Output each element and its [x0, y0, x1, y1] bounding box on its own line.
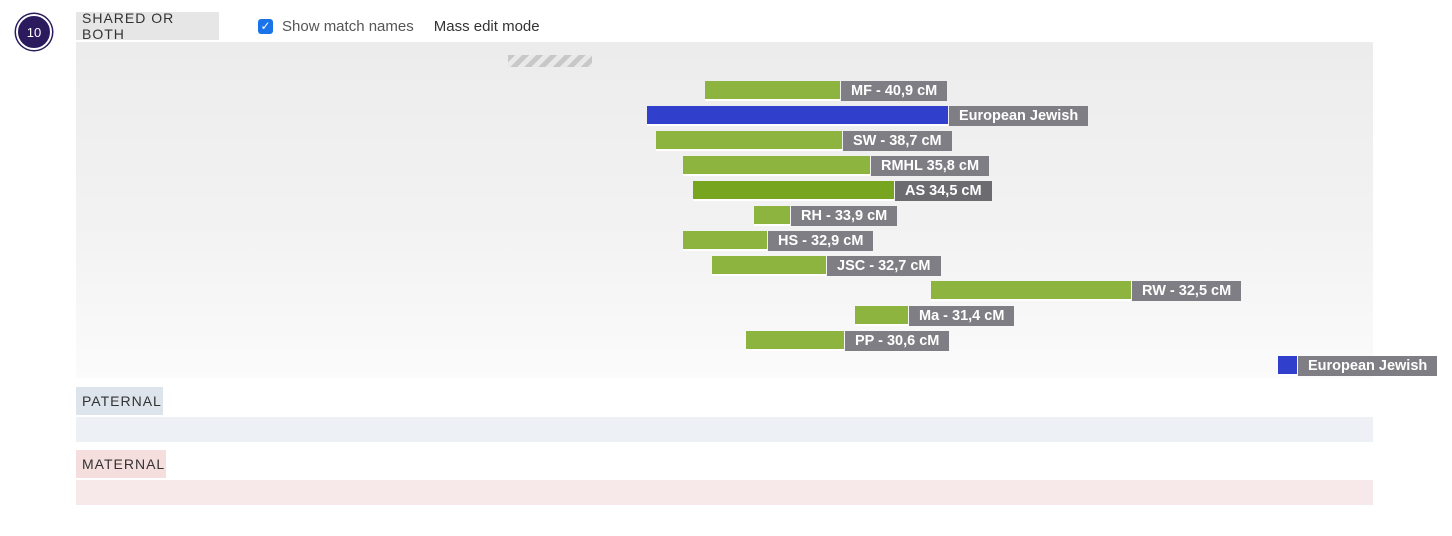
segment-bar-hs[interactable] — [683, 231, 767, 251]
segment-label-hs[interactable]: HS - 32,9 cM — [768, 231, 874, 251]
tab-shared-or-both[interactable]: SHARED OR BOTH — [76, 10, 219, 42]
segment-label-rh[interactable]: RH - 33,9 cM — [791, 206, 898, 226]
segment-bar-european-jewish-2[interactable] — [1278, 356, 1297, 376]
segment-label-european-jewish-2[interactable]: European Jewish — [1298, 356, 1438, 376]
paternal-track — [76, 417, 1373, 442]
segment-bar-rh[interactable] — [754, 206, 790, 226]
segment-label-rmhl[interactable]: RMHL 35,8 cM — [871, 156, 990, 176]
mass-edit-mode-link[interactable]: Mass edit mode — [433, 17, 540, 35]
segment-bar-rmhl[interactable] — [683, 156, 870, 176]
segment-label-jsc[interactable]: JSC - 32,7 cM — [827, 256, 941, 276]
segment-label-ma[interactable]: Ma - 31,4 cM — [909, 306, 1015, 326]
centromere-marker — [508, 55, 592, 67]
segment-label-mf[interactable]: MF - 40,9 cM — [841, 81, 948, 101]
segment-bar-pp[interactable] — [746, 331, 844, 351]
display-controls: ✓ Show match names Mass edit mode — [258, 14, 540, 38]
segment-label-rw[interactable]: RW - 32,5 cM — [1132, 281, 1242, 301]
segment-bar-as[interactable] — [693, 181, 894, 201]
chromosome-number: 10 — [26, 24, 42, 40]
segment-label-as[interactable]: AS 34,5 cM — [895, 181, 992, 201]
show-match-names-checkbox[interactable]: ✓ — [258, 18, 273, 34]
segment-bar-ma[interactable] — [855, 306, 908, 326]
segment-label-european-jewish[interactable]: European Jewish — [949, 106, 1089, 126]
segment-bar-european-jewish[interactable] — [647, 106, 948, 126]
tab-maternal[interactable]: MATERNAL — [76, 450, 166, 478]
tab-paternal[interactable]: PATERNAL — [76, 387, 163, 415]
chromosome-number-badge: 10 — [16, 14, 52, 50]
segment-bar-mf[interactable] — [705, 81, 840, 101]
segment-bar-rw[interactable] — [931, 281, 1131, 301]
segment-label-sw[interactable]: SW - 38,7 cM — [843, 131, 952, 151]
segment-bar-sw[interactable] — [656, 131, 842, 151]
maternal-track — [76, 480, 1373, 505]
segment-bar-jsc[interactable] — [712, 256, 826, 276]
segment-label-pp[interactable]: PP - 30,6 cM — [845, 331, 950, 351]
show-match-names-label[interactable]: Show match names — [282, 17, 414, 35]
